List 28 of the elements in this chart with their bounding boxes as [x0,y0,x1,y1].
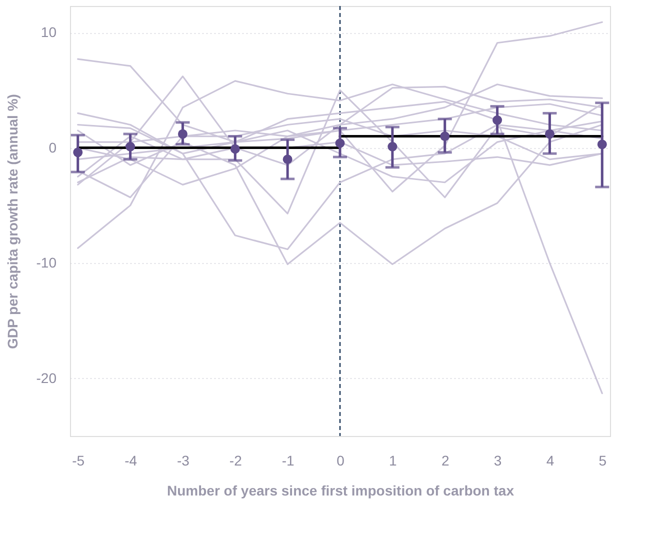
x-tick-label: 3 [494,452,502,468]
y-tick-label: -10 [36,254,57,271]
x-tick-label: 5 [598,452,607,468]
point [492,115,502,125]
point [282,154,292,164]
point [73,148,83,158]
x-axis-title: Number of years since first imposition of carbon tax [167,482,514,498]
point [597,140,607,150]
point [126,142,136,152]
point [178,129,188,139]
point [230,144,240,154]
x-tick-label: 0 [336,452,345,468]
x-tick-label: 1 [389,452,398,468]
point [335,138,345,148]
x-tick-label: 4 [546,452,554,468]
x-tick-label: -5 [72,452,85,468]
y-axis-title: GDP per capita growth rate (annual %) [4,94,20,349]
y-tick-label: 10 [40,24,57,40]
x-tick-label: -2 [229,452,242,468]
point [440,132,450,141]
x-tick-label: 2 [441,452,450,468]
point [388,142,398,152]
y-tick-label: 0 [48,139,57,156]
x-tick-label: -1 [282,452,295,468]
point [544,129,554,139]
y-tick-label: -20 [36,370,57,386]
x-tick-label: -4 [124,452,138,468]
x-tick-label: -3 [176,452,190,468]
